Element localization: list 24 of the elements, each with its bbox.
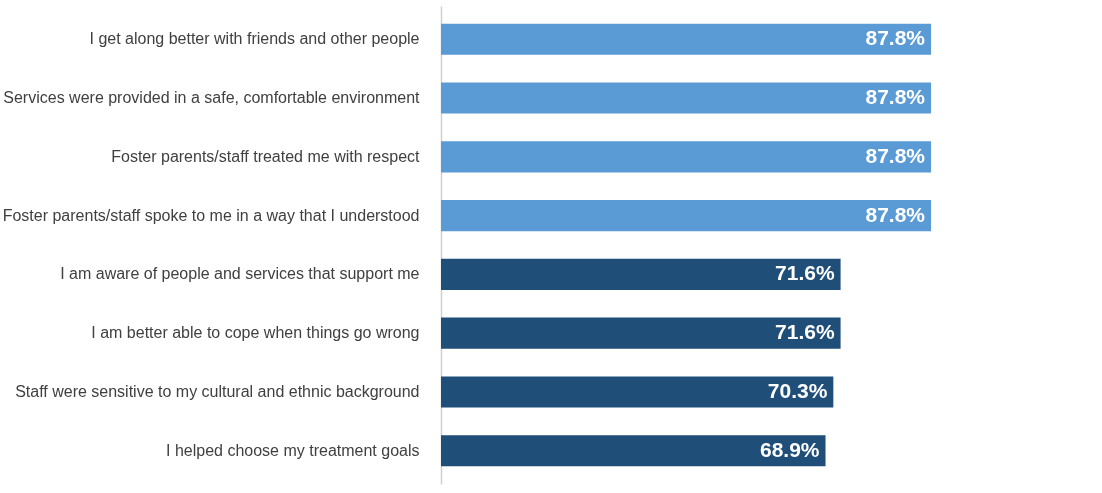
y-tick-label: Services were provided in a safe, comfortable environment xyxy=(3,89,421,107)
bar xyxy=(441,82,931,114)
bar xyxy=(441,435,826,467)
bar xyxy=(441,141,931,173)
y-tick-label: Staff were sensitive to my cultural and ethnic background xyxy=(15,382,420,400)
data-label: 70.3% xyxy=(767,378,828,402)
data-label: 87.8% xyxy=(865,143,926,167)
y-tick-label: Foster parents/staff treated me with respect xyxy=(111,147,421,165)
y-tick-label: I am aware of people and services that support me xyxy=(60,265,420,283)
data-label: 71.6% xyxy=(775,320,835,344)
data-label: 71.6% xyxy=(775,261,835,285)
data-label: 87.8% xyxy=(865,85,926,109)
y-tick-label: I get along better with friends and other people xyxy=(89,30,420,48)
y-tick-label: I am better able to cope when things go wrong xyxy=(91,324,420,342)
bar xyxy=(441,317,841,349)
data-label: 68.9% xyxy=(759,437,820,461)
bar xyxy=(441,200,931,232)
data-label: 87.8% xyxy=(865,26,926,50)
data-label: 87.8% xyxy=(865,202,926,226)
bar xyxy=(441,376,834,408)
bar xyxy=(441,23,931,55)
y-tick-label: I helped choose my treatment goals xyxy=(166,441,420,459)
bar xyxy=(441,258,841,290)
y-tick-label: Foster parents/staff spoke to me in a way that I understood xyxy=(2,206,420,224)
